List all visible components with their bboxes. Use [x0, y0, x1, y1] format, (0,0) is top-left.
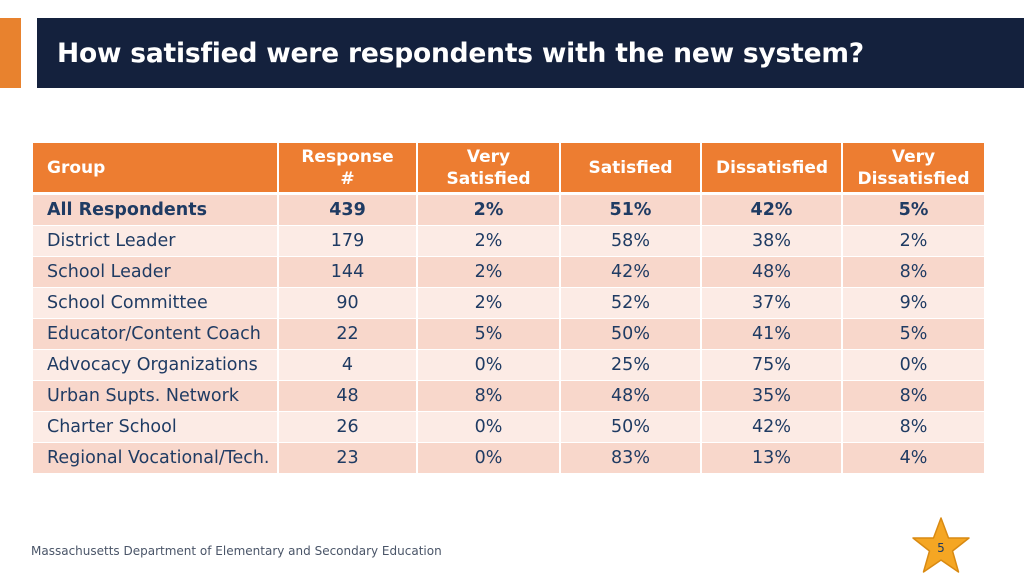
- cell-group: Regional Vocational/Tech.: [33, 443, 279, 474]
- cell-very-satisfied: 0%: [418, 412, 561, 443]
- footer-organization: Massachusetts Department of Elementary a…: [31, 544, 442, 558]
- cell-very-dissatisfied: 8%: [843, 381, 984, 412]
- cell-group: District Leader: [33, 226, 279, 257]
- header-dissatisfied: Dissatisfied: [702, 143, 843, 195]
- cell-group: Advocacy Organizations: [33, 350, 279, 381]
- page-title: How satisfied were respondents with the …: [57, 37, 864, 69]
- cell-response: 48: [279, 381, 418, 412]
- cell-very-satisfied: 0%: [418, 443, 561, 474]
- cell-very-dissatisfied: 2%: [843, 226, 984, 257]
- cell-very-dissatisfied: 8%: [843, 257, 984, 288]
- table-row: All Respondents 439 2% 51% 42% 5%: [33, 195, 984, 226]
- cell-group: All Respondents: [33, 195, 279, 226]
- cell-response: 22: [279, 319, 418, 350]
- satisfaction-table-container: Group Response # Very Satisfied Satisfie…: [33, 143, 984, 474]
- table-header-row: Group Response # Very Satisfied Satisfie…: [33, 143, 984, 195]
- table-row: Advocacy Organizations 4 0% 25% 75% 0%: [33, 350, 984, 381]
- cell-satisfied: 52%: [561, 288, 702, 319]
- cell-dissatisfied: 13%: [702, 443, 843, 474]
- header-very-dissatisfied-line1: Very: [891, 146, 936, 167]
- cell-group: Educator/Content Coach: [33, 319, 279, 350]
- cell-dissatisfied: 41%: [702, 319, 843, 350]
- table-row: Urban Supts. Network 48 8% 48% 35% 8%: [33, 381, 984, 412]
- cell-dissatisfied: 48%: [702, 257, 843, 288]
- cell-group: School Leader: [33, 257, 279, 288]
- cell-very-satisfied: 5%: [418, 319, 561, 350]
- header-group: Group: [33, 143, 279, 195]
- header-very-satisfied-line2: Satisfied: [446, 168, 531, 189]
- header-very-dissatisfied-line2: Dissatisfied: [857, 168, 970, 189]
- table-row: Charter School 26 0% 50% 42% 8%: [33, 412, 984, 443]
- cell-group: School Committee: [33, 288, 279, 319]
- cell-response: 23: [279, 443, 418, 474]
- cell-group: Urban Supts. Network: [33, 381, 279, 412]
- header-response: Response #: [279, 143, 418, 195]
- header-satisfied: Satisfied: [561, 143, 702, 195]
- cell-response: 90: [279, 288, 418, 319]
- cell-response: 179: [279, 226, 418, 257]
- header-very-dissatisfied: Very Dissatisfied: [843, 143, 984, 195]
- table-row: School Committee 90 2% 52% 37% 9%: [33, 288, 984, 319]
- table-row: School Leader 144 2% 42% 48% 8%: [33, 257, 984, 288]
- header-very-satisfied: Very Satisfied: [418, 143, 561, 195]
- cell-very-satisfied: 8%: [418, 381, 561, 412]
- cell-very-dissatisfied: 0%: [843, 350, 984, 381]
- header-very-satisfied-line1: Very: [466, 146, 511, 167]
- star-icon: [912, 517, 970, 573]
- cell-dissatisfied: 42%: [702, 412, 843, 443]
- cell-very-satisfied: 2%: [418, 257, 561, 288]
- cell-satisfied: 48%: [561, 381, 702, 412]
- cell-very-dissatisfied: 4%: [843, 443, 984, 474]
- cell-response: 144: [279, 257, 418, 288]
- satisfaction-table: Group Response # Very Satisfied Satisfie…: [33, 143, 984, 474]
- cell-satisfied: 83%: [561, 443, 702, 474]
- cell-very-dissatisfied: 8%: [843, 412, 984, 443]
- cell-satisfied: 50%: [561, 412, 702, 443]
- table-row: District Leader 179 2% 58% 38% 2%: [33, 226, 984, 257]
- table-row: Educator/Content Coach 22 5% 50% 41% 5%: [33, 319, 984, 350]
- page-number: 5: [937, 541, 945, 555]
- cell-response: 26: [279, 412, 418, 443]
- cell-very-satisfied: 2%: [418, 195, 561, 226]
- cell-very-satisfied: 2%: [418, 226, 561, 257]
- cell-group: Charter School: [33, 412, 279, 443]
- table-row: Regional Vocational/Tech. 23 0% 83% 13% …: [33, 443, 984, 474]
- cell-satisfied: 25%: [561, 350, 702, 381]
- cell-dissatisfied: 37%: [702, 288, 843, 319]
- cell-very-satisfied: 0%: [418, 350, 561, 381]
- cell-satisfied: 50%: [561, 319, 702, 350]
- cell-very-dissatisfied: 5%: [843, 195, 984, 226]
- cell-dissatisfied: 42%: [702, 195, 843, 226]
- cell-satisfied: 51%: [561, 195, 702, 226]
- cell-dissatisfied: 75%: [702, 350, 843, 381]
- cell-very-dissatisfied: 9%: [843, 288, 984, 319]
- cell-dissatisfied: 35%: [702, 381, 843, 412]
- title-bar: How satisfied were respondents with the …: [37, 18, 1024, 88]
- cell-very-satisfied: 2%: [418, 288, 561, 319]
- cell-satisfied: 58%: [561, 226, 702, 257]
- cell-very-dissatisfied: 5%: [843, 319, 984, 350]
- cell-response: 439: [279, 195, 418, 226]
- title-accent-bar: [0, 18, 21, 88]
- cell-response: 4: [279, 350, 418, 381]
- cell-satisfied: 42%: [561, 257, 702, 288]
- cell-dissatisfied: 38%: [702, 226, 843, 257]
